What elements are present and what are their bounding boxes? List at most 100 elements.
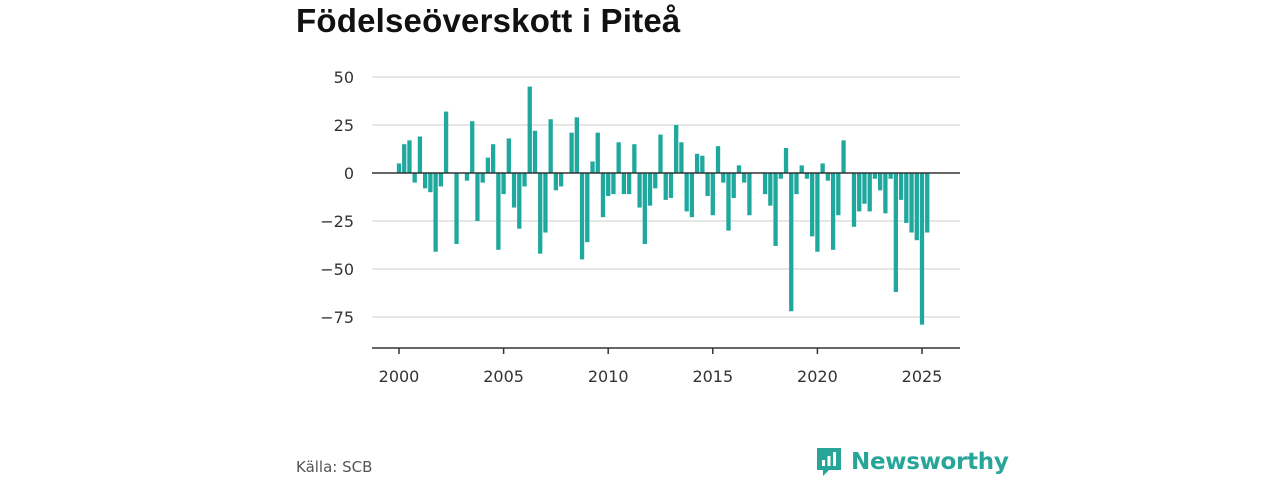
- bar: [464, 173, 470, 181]
- bar: [553, 173, 559, 191]
- bar: [501, 173, 506, 195]
- bar: [423, 173, 428, 189]
- bar: [548, 119, 553, 173]
- bar: [517, 173, 522, 229]
- bar: [428, 173, 433, 193]
- bar: [585, 173, 590, 243]
- bar: [689, 173, 695, 218]
- bar: [762, 173, 768, 195]
- bar: [904, 173, 909, 223]
- x-tick-label: 2015: [692, 367, 733, 386]
- bar: [647, 173, 653, 206]
- y-tick-label: −50: [320, 260, 354, 279]
- bar: [485, 157, 491, 173]
- bar: [674, 125, 679, 173]
- bar: [872, 173, 878, 179]
- bar: [511, 173, 517, 208]
- newsworthy-logo-icon: [817, 448, 841, 476]
- bar: [658, 134, 663, 173]
- bar: [710, 173, 715, 216]
- bar: [454, 173, 459, 245]
- bar: [893, 173, 898, 293]
- bar: [569, 132, 574, 173]
- chart-title: Födelseöverskott i Piteå: [296, 2, 681, 39]
- bar: [522, 173, 527, 187]
- bar: [820, 163, 825, 173]
- bar: [475, 173, 480, 221]
- bar: [867, 173, 872, 212]
- bar: [637, 173, 642, 208]
- tick-labels: 50 25 0 −25 −50 −75 2000 2005 2010 2015 2020 2025: [320, 68, 942, 386]
- bar: [611, 173, 616, 195]
- bar: [407, 140, 412, 173]
- bar: [726, 173, 731, 231]
- bar: [883, 173, 888, 214]
- bar: [417, 136, 423, 173]
- y-tick-label: 0: [344, 164, 354, 183]
- bar: [825, 173, 831, 181]
- bar: [480, 173, 485, 183]
- bar: [862, 173, 867, 204]
- bar: [684, 173, 689, 212]
- bar: [778, 173, 783, 179]
- bar: [925, 173, 930, 233]
- bar: [888, 173, 893, 179]
- bar: [433, 173, 438, 252]
- y-tick-label: 25: [334, 116, 354, 135]
- bar: [747, 173, 752, 216]
- bar: [794, 173, 799, 195]
- axes: [372, 172, 960, 354]
- bar: [590, 161, 595, 173]
- bar: [768, 173, 773, 206]
- bar: [909, 173, 914, 233]
- bar: [496, 173, 501, 250]
- bar: [705, 173, 710, 197]
- bar: [830, 173, 836, 250]
- gridlines: [372, 76, 960, 318]
- bar: [679, 142, 684, 173]
- bar: [506, 138, 511, 173]
- bar: [606, 173, 611, 197]
- bar: [836, 173, 841, 216]
- bar: [841, 140, 846, 173]
- bar: [579, 173, 585, 260]
- bar: [783, 148, 789, 173]
- bar: [532, 130, 538, 173]
- bar: [799, 165, 804, 173]
- bar: [731, 173, 736, 198]
- brand-logo[interactable]: Newsworthy: [815, 446, 1009, 478]
- bar: [810, 173, 815, 237]
- bar: [694, 153, 700, 173]
- bar-series: [396, 86, 930, 325]
- bar: [663, 173, 668, 200]
- bar: [538, 173, 543, 254]
- bar: [914, 173, 919, 241]
- y-tick-label: −75: [320, 308, 354, 327]
- x-tick-label: 2000: [379, 367, 420, 386]
- y-tick-label: 50: [334, 68, 354, 87]
- x-tick-label: 2010: [588, 367, 629, 386]
- bar: [396, 163, 402, 173]
- brand-name: Newsworthy: [851, 449, 1009, 475]
- bar: [857, 173, 862, 212]
- x-tick-label: 2005: [483, 367, 524, 386]
- x-tick-label: 2020: [797, 367, 838, 386]
- bar: [898, 173, 904, 200]
- bar: [412, 173, 417, 183]
- bar: [626, 173, 632, 195]
- bar: [815, 173, 820, 252]
- chart: 50 25 0 −25 −50 −75 2000 2005 2010 2015 2020 2025: [320, 68, 960, 386]
- bar: [527, 86, 532, 173]
- bar: [470, 121, 475, 173]
- bar: [736, 165, 742, 173]
- bar: [715, 146, 721, 173]
- bar: [632, 144, 637, 173]
- y-tick-label: −25: [320, 212, 354, 231]
- bar: [402, 144, 407, 173]
- bar: [595, 132, 600, 173]
- bar: [438, 173, 443, 187]
- bar: [600, 173, 606, 218]
- bar: [490, 144, 496, 173]
- bar: [616, 142, 621, 173]
- bar: [621, 173, 627, 195]
